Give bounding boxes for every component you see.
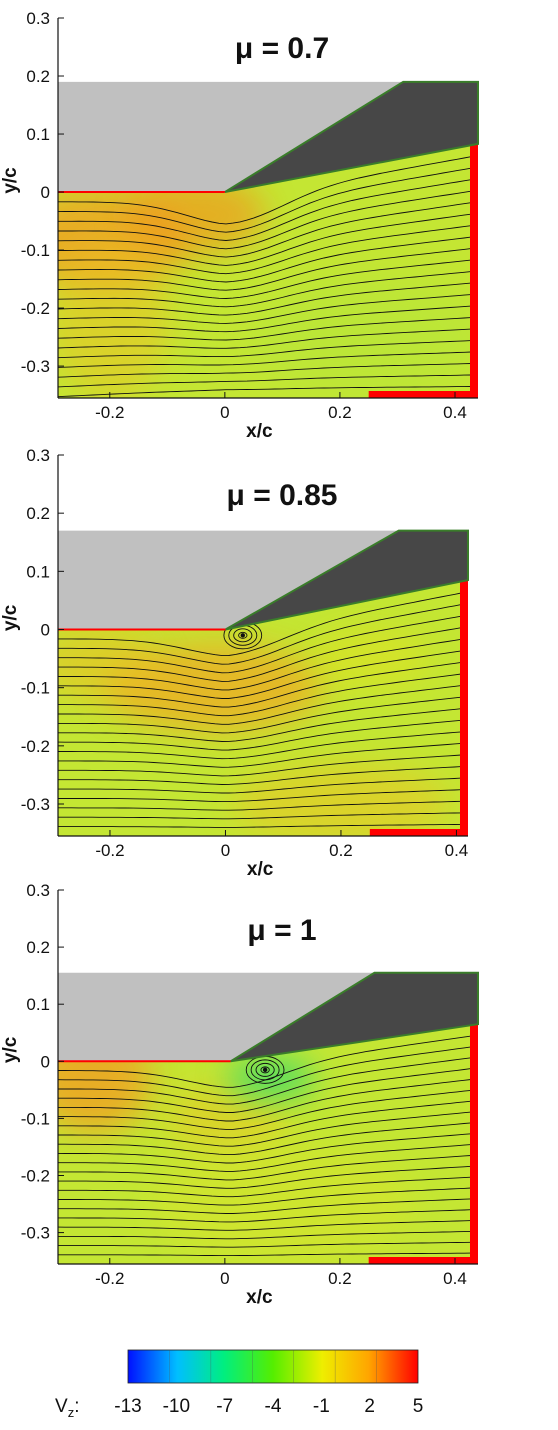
colorbar-dividers: [169, 1350, 377, 1383]
colorbar-tick-label: 5: [413, 1396, 424, 1417]
y-tick-label: -0.1: [21, 1109, 50, 1128]
vortex-core: [240, 633, 245, 638]
vortex-ring: [238, 631, 248, 639]
x-axis-title: x/c: [247, 859, 274, 880]
y-tick-label: -0.2: [21, 299, 50, 318]
panel-mu-0-85: 0.3 0.2 0.1 0 -0.1 -0.2 -0.3 -0.2 0 0.2 0.4 x/c y/c μ…: [0, 446, 469, 880]
y-tick-label: 0.2: [26, 504, 50, 523]
y-tick-label: 0: [41, 1052, 50, 1071]
y-tick-label: -0.3: [21, 1224, 50, 1243]
fixed-body: [58, 972, 375, 1062]
vortex-ring: [250, 1059, 280, 1081]
colorbar-label-sub: z: [68, 1405, 75, 1420]
y-axis-title: y/c: [0, 604, 21, 631]
vortex-ring: [233, 628, 253, 643]
mask-bottom: [369, 829, 468, 836]
mask-bottom: [368, 391, 478, 398]
y-tick-label: 0: [41, 183, 50, 202]
x-tick-label: -0.2: [95, 403, 124, 422]
y-tick-label: 0.1: [26, 995, 50, 1014]
y-tick-label: 0.1: [26, 562, 50, 581]
colorbar-label-main: V: [55, 1396, 68, 1417]
moving-flap: [230, 971, 479, 1063]
x-axis-title: x/c: [246, 421, 273, 442]
y-tick-label: 0.3: [26, 446, 50, 465]
y-tick-label: -0.3: [21, 357, 50, 376]
colorbar-gradient: [127, 1349, 419, 1384]
x-tick-label: 0: [221, 841, 230, 860]
panel-title: μ = 0.85: [227, 479, 338, 512]
y-tick-label: 0.2: [26, 938, 50, 957]
fixed-body: [58, 81, 404, 193]
x-tick-label: 0.2: [328, 1269, 352, 1288]
colorbar: Vz: -13 -10 -7 -4 -1 2 5: [55, 1349, 423, 1420]
flow-field: [58, 580, 468, 837]
x-tick-label: -0.2: [95, 841, 124, 860]
mask-bottom: [368, 1257, 478, 1264]
vortex-ring: [260, 1066, 270, 1074]
moving-flap: [224, 80, 479, 194]
colorbar-tick-label: -7: [216, 1396, 233, 1417]
colorbar-tick-label: -10: [163, 1396, 190, 1417]
y-tick-label: -0.1: [21, 241, 50, 260]
panel-mu-0-7: 0.3 0.2 0.1 0 -0.1 -0.2 -0.3 -0.2 0 0.2 0.4 x/c y/c μ…: [0, 9, 479, 442]
fixed-body: [58, 530, 399, 630]
colorbar-tick-label: -4: [265, 1396, 282, 1417]
y-tick-label: -0.2: [21, 737, 50, 756]
y-tick-label: -0.1: [21, 679, 50, 698]
y-axis-title: y/c: [0, 1036, 21, 1063]
vortex-ring: [255, 1062, 275, 1077]
x-tick-label: -0.2: [95, 1269, 124, 1288]
x-tick-label: 0.4: [443, 1269, 467, 1288]
x-tick-label: 0.4: [443, 403, 467, 422]
x-tick-label: 0: [220, 403, 229, 422]
panel-title: μ = 1: [247, 914, 316, 947]
mask-right: [470, 141, 478, 398]
colorbar-tick-label: -1: [313, 1396, 330, 1417]
streamlines: [58, 1034, 478, 1264]
y-tick-label: 0: [41, 621, 50, 640]
x-tick-label: 0.4: [445, 841, 469, 860]
y-tick-label: 0.3: [26, 9, 50, 28]
vortex-core: [262, 1067, 268, 1073]
flow-field: [58, 1023, 478, 1264]
y-tick-label: -0.3: [21, 795, 50, 814]
panel-title: μ = 0.7: [235, 32, 329, 65]
colorbar-tick-label: 2: [364, 1396, 375, 1417]
colorbar-tick-label: -13: [114, 1396, 141, 1417]
colorbar-ticks: -13 -10 -7 -4 -1 2 5: [114, 1396, 423, 1417]
flow-field: [58, 143, 478, 398]
colorbar-label: Vz:: [55, 1396, 79, 1420]
y-tick-label: -0.2: [21, 1166, 50, 1185]
mask-right: [470, 1022, 478, 1264]
mask-right: [460, 578, 468, 836]
streamlines: [58, 154, 478, 398]
colorbar-label-suffix: :: [74, 1396, 79, 1417]
y-tick-label: 0.2: [26, 67, 50, 86]
y-tick-label: 0.1: [26, 125, 50, 144]
y-tick-label: 0.3: [26, 881, 50, 900]
x-tick-label: 0: [220, 1269, 229, 1288]
x-tick-label: 0.2: [329, 841, 353, 860]
y-axis-title: y/c: [0, 167, 21, 194]
x-tick-label: 0.2: [328, 403, 352, 422]
moving-flap: [224, 529, 469, 631]
panel-mu-1: 0.3 0.2 0.1 0 -0.1 -0.2 -0.3 -0.2 0 0.2 0.4 x/c y/c μ…: [0, 881, 479, 1308]
x-axis-title: x/c: [246, 1287, 273, 1308]
